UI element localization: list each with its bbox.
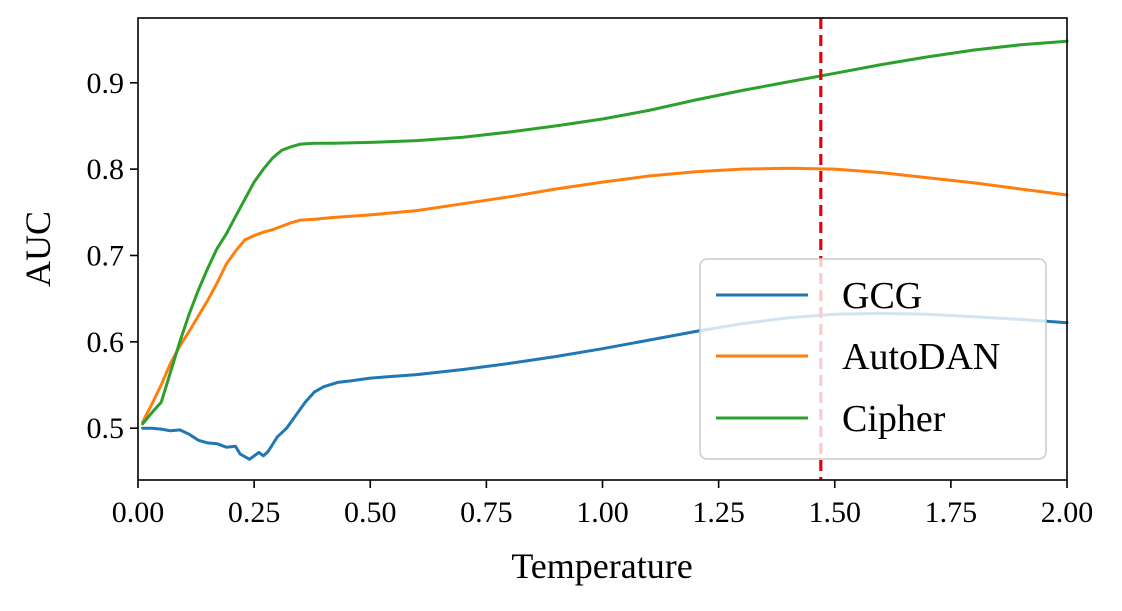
x-tick-label: 1.00 — [576, 496, 629, 529]
x-tick-label: 0.75 — [460, 496, 513, 529]
legend-label-gcg: GCG — [842, 275, 922, 317]
y-tick-label: 0.8 — [87, 153, 125, 186]
x-tick-label: 1.25 — [692, 496, 745, 529]
x-tick-label: 1.75 — [925, 496, 978, 529]
series-line-autodan — [141, 166, 1069, 424]
y-tick-label: 0.6 — [87, 326, 125, 359]
x-tick-label: 1.50 — [809, 496, 862, 529]
x-tick-label: 0.00 — [112, 496, 165, 529]
x-axis-ticks: 0.00 0.25 0.50 0.75 1.00 1.25 1.50 1.75 2.00 — [112, 480, 1094, 529]
x-tick-label: 0.25 — [228, 496, 281, 529]
x-axis-label: Temperature — [511, 546, 692, 586]
series-line-cipher — [141, 39, 1069, 426]
x-tick-label: 2.00 — [1041, 496, 1094, 529]
legend-label-autodan: AutoDAN — [842, 336, 1000, 378]
legend-label-cipher: Cipher — [842, 398, 946, 440]
x-tick-label: 0.50 — [344, 496, 397, 529]
legend: GCG AutoDAN Cipher — [699, 258, 1047, 460]
y-axis-ticks: 0.5 0.6 0.7 0.8 0.9 — [87, 67, 138, 445]
y-tick-label: 0.5 — [87, 412, 125, 445]
legend-box — [699, 258, 1047, 460]
y-tick-label: 0.9 — [87, 67, 125, 100]
y-axis-label: AUC — [18, 211, 58, 287]
y-tick-label: 0.7 — [87, 239, 125, 272]
